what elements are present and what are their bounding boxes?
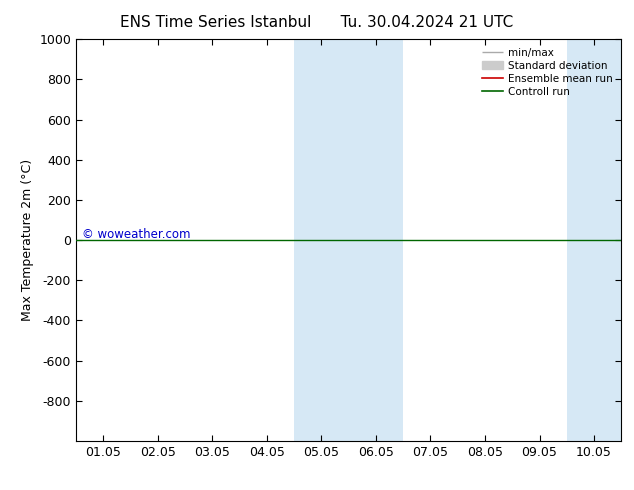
Text: ENS Time Series Istanbul      Tu. 30.04.2024 21 UTC: ENS Time Series Istanbul Tu. 30.04.2024 … xyxy=(120,15,514,30)
Legend: min/max, Standard deviation, Ensemble mean run, Controll run: min/max, Standard deviation, Ensemble me… xyxy=(479,45,616,100)
Bar xyxy=(567,39,634,441)
Y-axis label: Max Temperature 2m (°C): Max Temperature 2m (°C) xyxy=(21,159,34,321)
Text: © woweather.com: © woweather.com xyxy=(82,228,190,241)
Bar xyxy=(294,39,403,441)
